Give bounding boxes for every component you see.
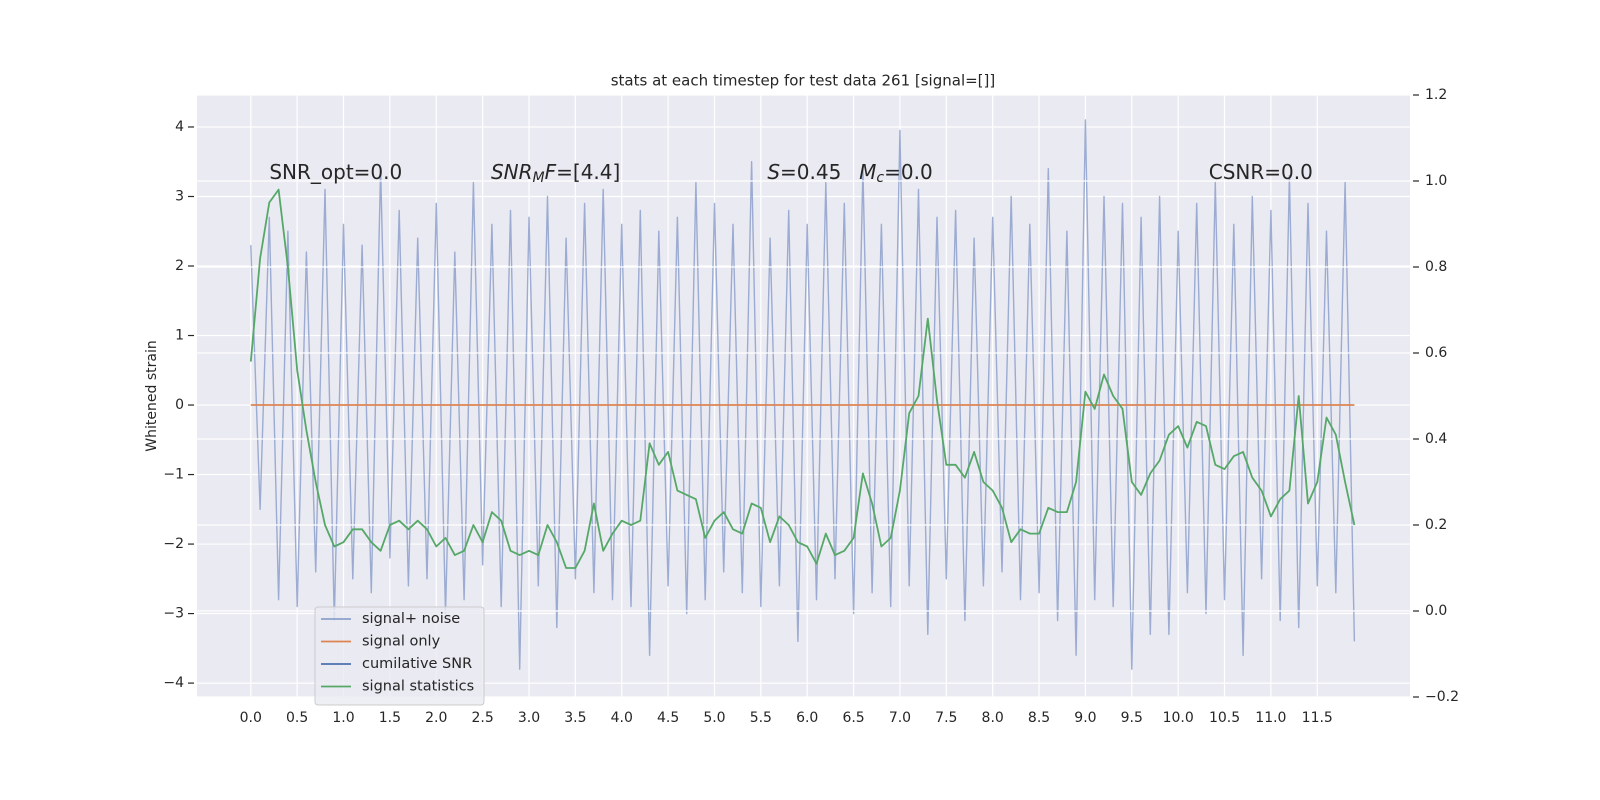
annotation-part: SNR_opt=0.0 [269, 159, 402, 183]
chart-title: stats at each timestep for test data 261… [611, 72, 996, 90]
y-tick-label: −3 [163, 606, 184, 622]
y2-tick-label: 0.2 [1425, 517, 1447, 533]
x-tick-label: 0.0 [240, 710, 262, 726]
legend-label: signal statistics [362, 679, 474, 695]
x-tick-label: 11.5 [1302, 710, 1333, 726]
y-axis-label: Whitened strain [144, 340, 160, 451]
x-tick-label: 1.0 [332, 710, 354, 726]
x-tick-label: 2.5 [471, 710, 493, 726]
x-tick-label: 6.0 [796, 710, 818, 726]
legend-label: cumilative SNR [362, 656, 472, 672]
annotation-part: S [767, 159, 780, 183]
series-line [250, 119, 1356, 670]
x-tick-label: 4.5 [657, 710, 679, 726]
x-tick-label: 5.0 [703, 710, 725, 726]
annotation: CSNR=0.0 [1209, 159, 1313, 183]
annotation-part: c [876, 170, 884, 186]
y2-tick-label: −0.2 [1425, 689, 1459, 705]
annotation: Mc=0.0 [859, 159, 933, 186]
x-tick-label: 9.0 [1074, 710, 1096, 726]
x-tick-label: 10.5 [1209, 710, 1240, 726]
legend-box [314, 606, 485, 706]
x-tick-label: 5.5 [750, 710, 772, 726]
x-tick-label: 0.5 [286, 710, 308, 726]
x-tick-label: 9.5 [1121, 710, 1143, 726]
annotation-part: CSNR=0.0 [1209, 159, 1313, 183]
x-tick-label: 8.0 [982, 710, 1004, 726]
y2-tick-label: 0.6 [1425, 345, 1447, 361]
y2-tick-label: 0.4 [1425, 431, 1447, 447]
y-tick-label: 2 [175, 258, 184, 274]
y-tick-label: 1 [175, 328, 184, 344]
x-tick-label: 2.0 [425, 710, 447, 726]
x-tick-label: 8.5 [1028, 710, 1050, 726]
annotation: SNRMF=[4.4] [491, 159, 620, 186]
y2-tick-label: 1.0 [1425, 173, 1447, 189]
x-tick-label: 7.0 [889, 710, 911, 726]
annotation-part: F [545, 159, 557, 183]
annotation-part: =0.45 [780, 159, 841, 183]
x-tick-label: 1.5 [379, 710, 401, 726]
x-tick-label: 3.0 [518, 710, 540, 726]
y-tick-label: −1 [163, 467, 184, 483]
y-tick-label: −2 [163, 536, 184, 552]
x-tick-label: 3.5 [564, 710, 586, 726]
x-tick-label: 4.0 [611, 710, 633, 726]
annotation-part: SNR [491, 159, 533, 183]
legend-label: signal only [362, 634, 441, 650]
y2-tick-label: 0.0 [1425, 603, 1447, 619]
y-tick-label: 0 [175, 397, 184, 413]
annotation-part: =0.0 [884, 159, 933, 183]
y2-tick-label: 1.2 [1425, 87, 1447, 103]
y-tick-label: −4 [163, 675, 184, 691]
x-tick-label: 10.0 [1163, 710, 1194, 726]
series-line [249, 188, 1356, 569]
x-tick-label: 6.5 [842, 710, 864, 726]
annotation-part: M [533, 170, 545, 186]
annotation: SNR_opt=0.0 [269, 159, 402, 183]
annotation-part: =[4.4] [556, 159, 620, 183]
x-tick-label: 7.5 [935, 710, 957, 726]
legend-label: signal+ noise [362, 611, 460, 627]
y2-tick-label: 0.8 [1425, 259, 1447, 275]
y-tick-label: 4 [175, 119, 184, 135]
annotation-part: M [859, 159, 876, 183]
x-tick-label: 11.0 [1255, 710, 1286, 726]
y-tick-label: 3 [175, 188, 184, 204]
annotation: S=0.45 [767, 159, 841, 183]
